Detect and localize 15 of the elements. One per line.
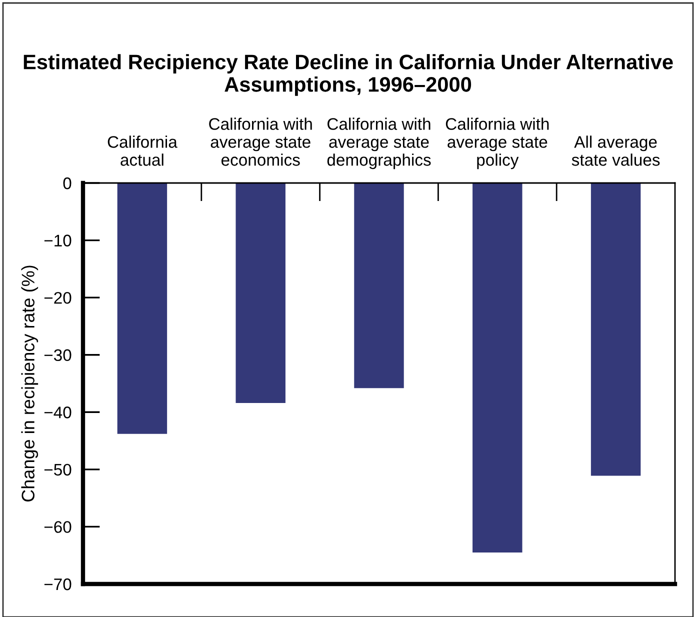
x-tick-label: All average state values bbox=[572, 136, 660, 166]
y-tick-label: −40 bbox=[44, 406, 72, 418]
y-tick-label: −20 bbox=[44, 292, 72, 304]
x-tick-label: California with average state demographics bbox=[327, 118, 431, 170]
x-tick-label: California actual bbox=[108, 136, 178, 166]
y-tick-label: −60 bbox=[44, 521, 72, 533]
y-tick-label: 0 bbox=[63, 177, 72, 190]
chart-title: Estimated Recipiency Rate Decline in California Under Alternative Assumptions, 1996–2000 bbox=[24, 54, 673, 96]
x-tick-label: California with average state policy bbox=[446, 118, 549, 170]
y-tick-label: −10 bbox=[44, 234, 72, 246]
y-tick-label: −70 bbox=[44, 578, 72, 590]
y-tick-label: −50 bbox=[44, 464, 72, 476]
y-tick-label: −30 bbox=[44, 349, 72, 362]
y-axis-title: Change in recipiency rate (%) bbox=[21, 266, 38, 502]
x-tick-label: California with average state economics bbox=[209, 118, 312, 166]
